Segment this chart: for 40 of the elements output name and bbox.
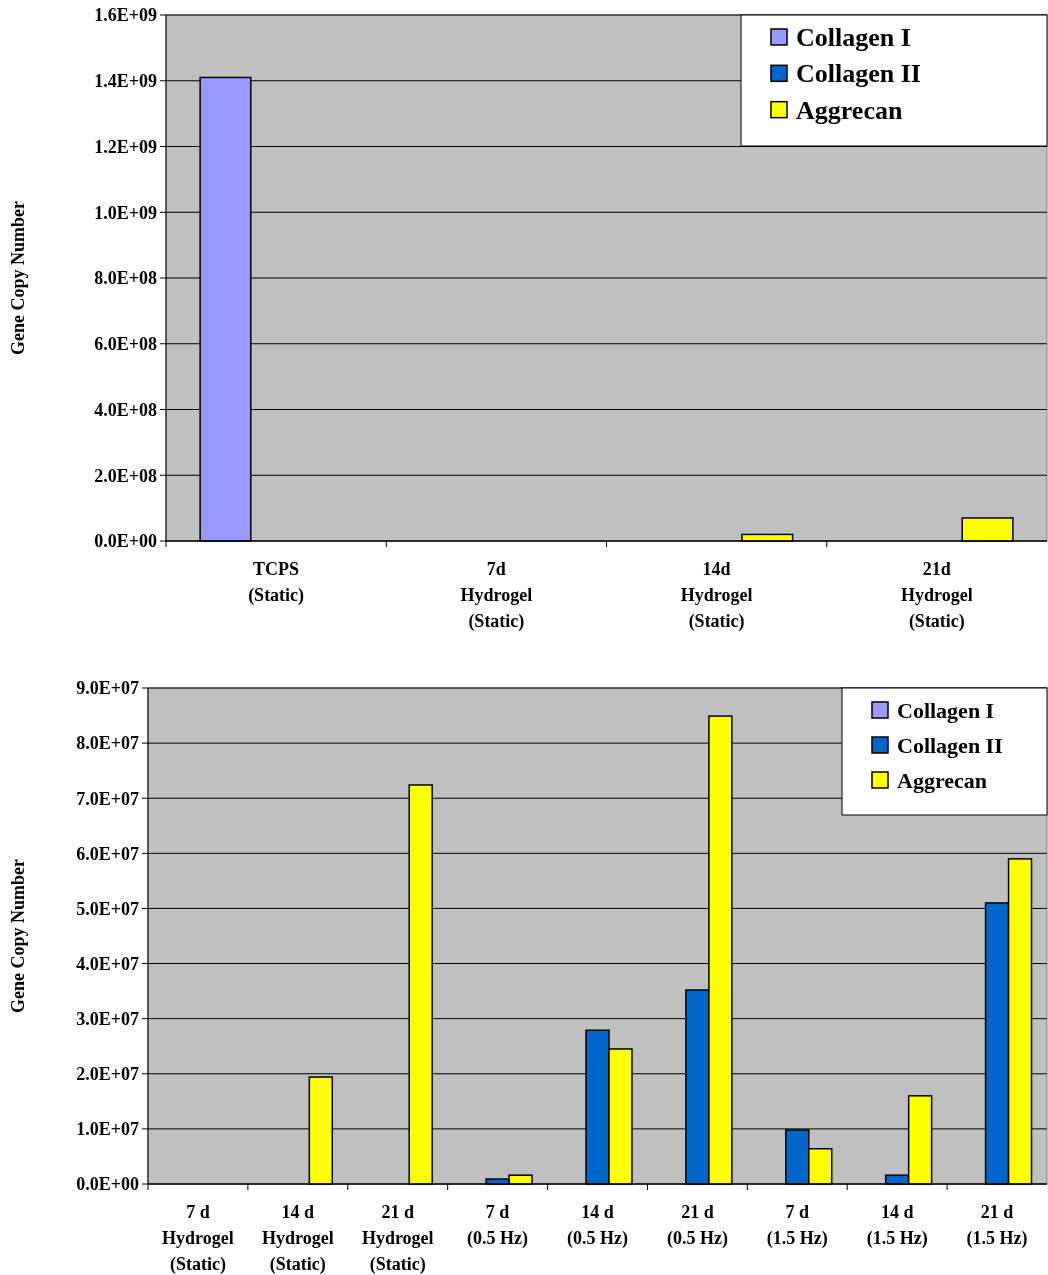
- x-tick-label: 14 d Hydrogel (Static): [262, 1202, 334, 1275]
- legend-label: Aggrecan: [897, 767, 988, 793]
- y-tick-label: 1.0E+09: [94, 202, 157, 223]
- legend-label: Collagen II: [796, 59, 921, 89]
- x-tick-label: 14 d (1.5 Hz): [866, 1202, 928, 1249]
- y-tick-label: 8.0E+08: [94, 268, 157, 289]
- y-tick-label: 6.0E+07: [76, 843, 139, 864]
- x-tick-label: 7d Hydrogel (Static): [460, 559, 533, 632]
- x-tick-label: 21 d (1.5 Hz): [966, 1202, 1028, 1249]
- y-tick-label: 8.0E+07: [76, 733, 139, 754]
- x-tick-label: 7 d Hydrogel (Static): [162, 1202, 234, 1275]
- legend-label: Collagen I: [897, 697, 995, 723]
- y-tick-label: 1.2E+09: [94, 136, 157, 157]
- y-axis-title: Gene Copy Number: [8, 859, 28, 1013]
- x-tick-label: 7 d (1.5 Hz): [766, 1202, 828, 1249]
- legend-label: Collagen I: [796, 23, 911, 53]
- x-tick-label: 7 d (0.5 Hz): [467, 1202, 529, 1249]
- y-tick-label: 7.0E+07: [76, 788, 139, 809]
- y-tick-label: 2.0E+07: [76, 1064, 139, 1085]
- y-tick-label: 4.0E+07: [76, 953, 139, 974]
- y-tick-label: 2.0E+08: [94, 465, 157, 486]
- x-tick-label: 21d Hydrogel (Static): [901, 559, 973, 632]
- y-axis-title: Gene Copy Number: [8, 201, 28, 355]
- x-tick-label: 21 d Hydrogel (Static): [361, 1202, 434, 1275]
- y-tick-label: 5.0E+07: [76, 898, 139, 919]
- x-tick-label: TCPS (Static): [248, 559, 305, 606]
- legend-label: Aggrecan: [796, 95, 903, 125]
- y-tick-label: 0.0E+00: [94, 531, 157, 552]
- y-tick-label: 9.0E+07: [76, 678, 139, 699]
- y-tick-label: 1.0E+07: [76, 1119, 139, 1140]
- y-tick-label: 4.0E+08: [94, 399, 157, 420]
- y-tick-label: 1.6E+09: [94, 5, 157, 26]
- y-tick-label: 6.0E+08: [94, 334, 157, 355]
- legend-label: Collagen II: [897, 732, 1003, 758]
- x-tick-label: 14 d (0.5 Hz): [567, 1202, 628, 1249]
- x-tick-label: 21 d (0.5 Hz): [666, 1202, 728, 1249]
- y-tick-label: 1.4E+09: [94, 71, 157, 92]
- y-tick-label: 0.0E+00: [76, 1174, 139, 1195]
- x-tick-label: 14d Hydrogel (Static): [680, 559, 753, 632]
- y-tick-label: 3.0E+07: [76, 1008, 139, 1029]
